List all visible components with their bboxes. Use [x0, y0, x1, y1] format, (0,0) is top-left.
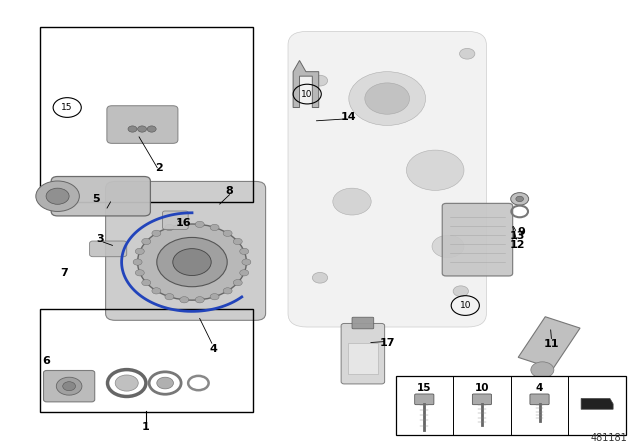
Circle shape	[128, 126, 137, 132]
FancyBboxPatch shape	[288, 31, 486, 327]
Text: 15: 15	[61, 103, 73, 112]
Circle shape	[165, 224, 174, 231]
Circle shape	[138, 126, 147, 132]
Circle shape	[46, 188, 69, 204]
Text: 9: 9	[518, 227, 525, 237]
FancyBboxPatch shape	[44, 370, 95, 402]
Circle shape	[516, 196, 524, 202]
Text: 10: 10	[460, 301, 471, 310]
Circle shape	[240, 248, 249, 254]
FancyBboxPatch shape	[472, 394, 492, 405]
Circle shape	[115, 375, 138, 391]
Circle shape	[210, 224, 219, 231]
Text: 4: 4	[536, 383, 543, 393]
FancyBboxPatch shape	[352, 317, 374, 329]
Text: 7: 7	[60, 268, 68, 278]
Circle shape	[152, 288, 161, 294]
Text: 17: 17	[380, 338, 395, 348]
Circle shape	[157, 237, 227, 287]
FancyBboxPatch shape	[106, 181, 266, 320]
FancyBboxPatch shape	[341, 323, 385, 384]
Circle shape	[135, 270, 144, 276]
Polygon shape	[293, 60, 319, 108]
Text: 16: 16	[176, 218, 191, 228]
Circle shape	[432, 235, 464, 258]
FancyBboxPatch shape	[51, 177, 150, 216]
FancyBboxPatch shape	[107, 106, 178, 143]
Polygon shape	[581, 399, 613, 409]
FancyBboxPatch shape	[90, 241, 127, 257]
Circle shape	[180, 297, 189, 303]
Text: 481181: 481181	[591, 433, 627, 443]
FancyBboxPatch shape	[415, 394, 434, 405]
Polygon shape	[518, 317, 580, 369]
Circle shape	[531, 362, 554, 378]
Circle shape	[141, 238, 150, 245]
FancyBboxPatch shape	[163, 211, 188, 229]
Text: 1: 1	[142, 422, 150, 432]
Text: 10: 10	[301, 90, 313, 99]
Text: 2: 2	[155, 163, 163, 173]
Circle shape	[157, 377, 173, 389]
Circle shape	[234, 280, 243, 286]
Circle shape	[312, 272, 328, 283]
Circle shape	[56, 377, 82, 395]
Circle shape	[152, 230, 161, 237]
Circle shape	[242, 259, 251, 265]
Circle shape	[173, 249, 211, 276]
Circle shape	[511, 193, 529, 205]
Text: 8: 8	[225, 186, 233, 196]
Text: 11: 11	[544, 339, 559, 349]
Text: 4: 4	[209, 344, 217, 353]
FancyBboxPatch shape	[442, 203, 513, 276]
Text: 5: 5	[92, 194, 100, 204]
Circle shape	[240, 270, 249, 276]
Circle shape	[234, 238, 243, 245]
Circle shape	[133, 259, 142, 265]
Circle shape	[135, 248, 144, 254]
Text: 15: 15	[417, 383, 431, 393]
FancyBboxPatch shape	[530, 394, 549, 405]
Text: 10: 10	[475, 383, 489, 393]
Circle shape	[195, 297, 204, 303]
Text: 13: 13	[509, 231, 525, 241]
Circle shape	[63, 382, 76, 391]
Circle shape	[453, 286, 468, 297]
Circle shape	[333, 188, 371, 215]
Circle shape	[147, 126, 156, 132]
Circle shape	[349, 72, 426, 125]
Circle shape	[312, 75, 328, 86]
Circle shape	[195, 221, 204, 228]
Text: 14: 14	[341, 112, 356, 122]
Text: 6: 6	[42, 356, 50, 366]
FancyBboxPatch shape	[396, 376, 626, 435]
Text: 3: 3	[97, 234, 104, 244]
Circle shape	[223, 288, 232, 294]
Circle shape	[165, 293, 174, 300]
Circle shape	[406, 150, 464, 190]
Circle shape	[141, 280, 150, 286]
Circle shape	[365, 83, 410, 114]
Circle shape	[36, 181, 79, 211]
FancyBboxPatch shape	[348, 343, 378, 374]
Circle shape	[180, 221, 189, 228]
Text: 12: 12	[509, 240, 525, 250]
Circle shape	[210, 293, 219, 300]
Circle shape	[223, 230, 232, 237]
Circle shape	[138, 224, 246, 300]
Circle shape	[460, 48, 475, 59]
